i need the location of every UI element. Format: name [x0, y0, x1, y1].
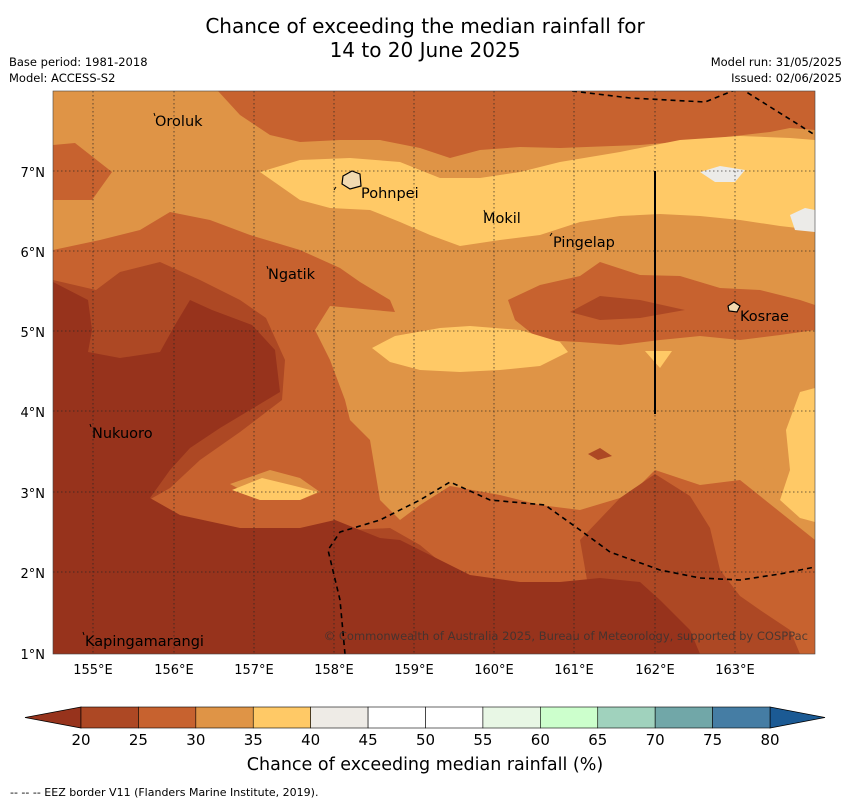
- eez-border: [327, 91, 815, 654]
- colorbar-swatch: [425, 706, 484, 729]
- lat-label-4: 4°N: [21, 406, 46, 421]
- band-40-45-sw: [232, 478, 318, 500]
- colorbar-tick-label: 80: [760, 731, 779, 749]
- chart-title-line2: 14 to 20 June 2025: [329, 38, 521, 62]
- colorbar-swatch: [540, 706, 599, 729]
- colorbar-swatch: [712, 706, 771, 729]
- colorbar-swatch: [195, 706, 254, 729]
- band-30-35-north: [218, 91, 815, 158]
- lat-label-7: 7°N: [21, 166, 46, 181]
- colorbar-tick-label: 75: [703, 731, 722, 749]
- colorbar-tick-label: 50: [416, 731, 435, 749]
- lon-label-156: 156°E: [154, 663, 194, 678]
- lat-label-5: 5°N: [21, 326, 46, 341]
- copyright-text: © Commonwealth of Australia 2025, Bureau…: [324, 629, 808, 643]
- place-label-ngatik: Ngatik: [268, 267, 316, 283]
- place-label-nukuoro: Nukuoro: [92, 426, 153, 442]
- colorbar-tick-label: 55: [473, 731, 492, 749]
- colorbar-label: Chance of exceeding median rainfall (%): [246, 755, 604, 775]
- lon-label-160: 160°E: [474, 663, 514, 678]
- place-label-kosrae: Kosrae: [740, 309, 789, 325]
- colorbar-swatch: [138, 706, 197, 729]
- base-period: Base period: 1981-2018: [9, 55, 148, 69]
- colorbar-tick-label: 45: [359, 731, 378, 749]
- band-40-45-small: [645, 351, 672, 368]
- issued-date: Issued: 02/06/2025: [731, 71, 842, 85]
- rainfall-map: Oroluk Pohnpei Mokil Pingelap Ngatik Kos…: [21, 90, 826, 749]
- colorbar-over-arrow: [769, 706, 826, 729]
- band-35-40-spot: [530, 484, 540, 492]
- colorbar: 20 25 30 35 40 45 50 55 60 65 70 75 80: [24, 706, 826, 749]
- lat-label-3: 3°N: [21, 487, 46, 502]
- band-20-25-west: [53, 282, 700, 654]
- lat-label-6: 6°N: [21, 246, 46, 261]
- lon-label-162: 162°E: [635, 663, 675, 678]
- lon-label-155: 155°E: [73, 663, 113, 678]
- lon-label-159: 159°E: [394, 663, 434, 678]
- colorbar-tick-label: 30: [186, 731, 205, 749]
- lat-label-1: 1°N: [21, 648, 46, 663]
- model-name: Model: ACCESS-S2: [9, 71, 116, 85]
- band-40-45-north: [260, 136, 815, 246]
- colorbar-under-arrow: [24, 706, 82, 729]
- colorbar-swatch: [654, 706, 713, 729]
- band-30-35-west: [53, 143, 112, 200]
- model-run: Model run: 31/05/2025: [710, 55, 842, 69]
- band-25-30-spot: [588, 448, 612, 460]
- band-40-45-center: [372, 326, 568, 372]
- colorbar-tick-label: 70: [646, 731, 665, 749]
- band-25-30-kosrae-core: [570, 296, 685, 320]
- map-field: Oroluk Pohnpei Mokil Pingelap Ngatik Kos…: [53, 91, 815, 654]
- place-label-kapingamarangi: Kapingamarangi: [85, 634, 204, 650]
- lat-label-2: 2°N: [21, 567, 46, 582]
- colorbar-tick-label: 65: [588, 731, 607, 749]
- band-45-50-east-lower: [790, 208, 815, 232]
- place-label-mokil: Mokil: [483, 211, 521, 227]
- place-label-pohnpei: Pohnpei: [361, 186, 419, 202]
- lon-label-157: 157°E: [234, 663, 274, 678]
- kosrae-island: [727, 301, 741, 313]
- pohnpei-island: [341, 170, 362, 190]
- colorbar-tick-label: 20: [71, 731, 90, 749]
- lon-label-163: 163°E: [715, 663, 755, 678]
- lon-label-161: 161°E: [554, 663, 594, 678]
- colorbar-swatch: [482, 706, 541, 729]
- colorbar-tick-label: 40: [301, 731, 320, 749]
- colorbar-swatch: [310, 706, 369, 729]
- atoll-marks: [82, 112, 553, 636]
- band-40-45-east: [780, 388, 815, 522]
- colorbar-swatch: [597, 706, 656, 729]
- colorbar-tick-label: 60: [531, 731, 550, 749]
- band-30-35-kosrae: [508, 262, 815, 345]
- chart-title-line1: Chance of exceeding the median rainfall …: [205, 14, 645, 38]
- lon-label-158: 158°E: [314, 663, 354, 678]
- band-45-50-east-upper: [700, 166, 745, 182]
- place-label-pingelap: Pingelap: [553, 235, 615, 251]
- colorbar-tick-label: 35: [244, 731, 263, 749]
- colorbar-swatch: [80, 706, 139, 729]
- map-frame: [52, 90, 816, 655]
- eez-source-note: -- -- -- EEZ border V11 (Flanders Marine…: [10, 786, 319, 799]
- place-label-oroluk: Oroluk: [155, 114, 203, 130]
- colorbar-swatch: [367, 706, 426, 729]
- colorbar-tick-label: 25: [129, 731, 148, 749]
- colorbar-swatch: [252, 706, 311, 729]
